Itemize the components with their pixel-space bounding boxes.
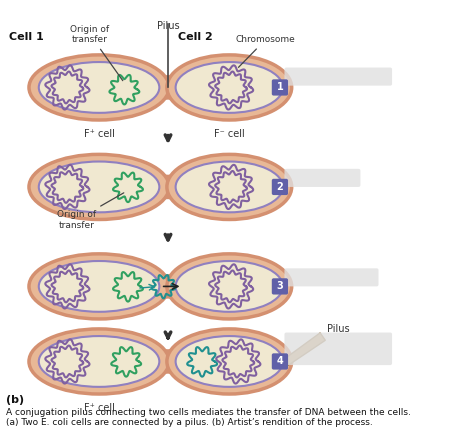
FancyBboxPatch shape <box>272 79 288 95</box>
Text: Chromosome: Chromosome <box>236 35 295 67</box>
FancyBboxPatch shape <box>284 169 360 187</box>
Ellipse shape <box>167 55 292 120</box>
Ellipse shape <box>29 329 169 394</box>
Ellipse shape <box>176 261 283 312</box>
FancyBboxPatch shape <box>272 353 288 370</box>
Text: Origin of
transfer: Origin of transfer <box>71 25 123 81</box>
FancyBboxPatch shape <box>272 179 288 195</box>
FancyBboxPatch shape <box>155 176 182 198</box>
FancyBboxPatch shape <box>284 268 379 286</box>
FancyBboxPatch shape <box>155 77 182 98</box>
Text: 2: 2 <box>276 182 283 192</box>
Text: F⁻ cell: F⁻ cell <box>214 129 245 139</box>
FancyBboxPatch shape <box>272 278 288 294</box>
Ellipse shape <box>39 162 159 212</box>
Ellipse shape <box>176 336 283 387</box>
FancyBboxPatch shape <box>284 68 392 86</box>
Ellipse shape <box>39 261 159 312</box>
FancyBboxPatch shape <box>155 351 182 372</box>
Ellipse shape <box>176 62 283 113</box>
Polygon shape <box>287 333 325 366</box>
Text: Origin of
transfer: Origin of transfer <box>57 193 124 230</box>
Text: Pilus: Pilus <box>327 324 350 334</box>
Text: 3: 3 <box>276 281 283 291</box>
Text: Cell 2: Cell 2 <box>178 32 212 42</box>
Text: Cell 1: Cell 1 <box>9 32 44 42</box>
Text: (a) Two E. coli cells are connected by a pilus. (b) Artist’s rendition of the pr: (a) Two E. coli cells are connected by a… <box>6 418 373 427</box>
FancyBboxPatch shape <box>155 276 182 297</box>
Ellipse shape <box>176 162 283 212</box>
Text: F⁺ cell: F⁺ cell <box>83 129 115 139</box>
Ellipse shape <box>167 254 292 319</box>
FancyBboxPatch shape <box>284 332 392 365</box>
Text: (b): (b) <box>6 395 24 405</box>
Ellipse shape <box>39 62 159 113</box>
Ellipse shape <box>39 336 159 387</box>
Text: F⁺ cell: F⁺ cell <box>83 403 115 413</box>
Ellipse shape <box>29 55 169 120</box>
Text: 4: 4 <box>276 357 283 366</box>
Ellipse shape <box>29 155 169 220</box>
Ellipse shape <box>29 254 169 319</box>
Ellipse shape <box>167 155 292 220</box>
Text: 1: 1 <box>276 82 283 92</box>
Ellipse shape <box>167 329 292 394</box>
Text: A conjugation pilus connecting two cells mediates the transfer of DNA between th: A conjugation pilus connecting two cells… <box>6 408 411 417</box>
Text: Pilus: Pilus <box>157 22 179 31</box>
